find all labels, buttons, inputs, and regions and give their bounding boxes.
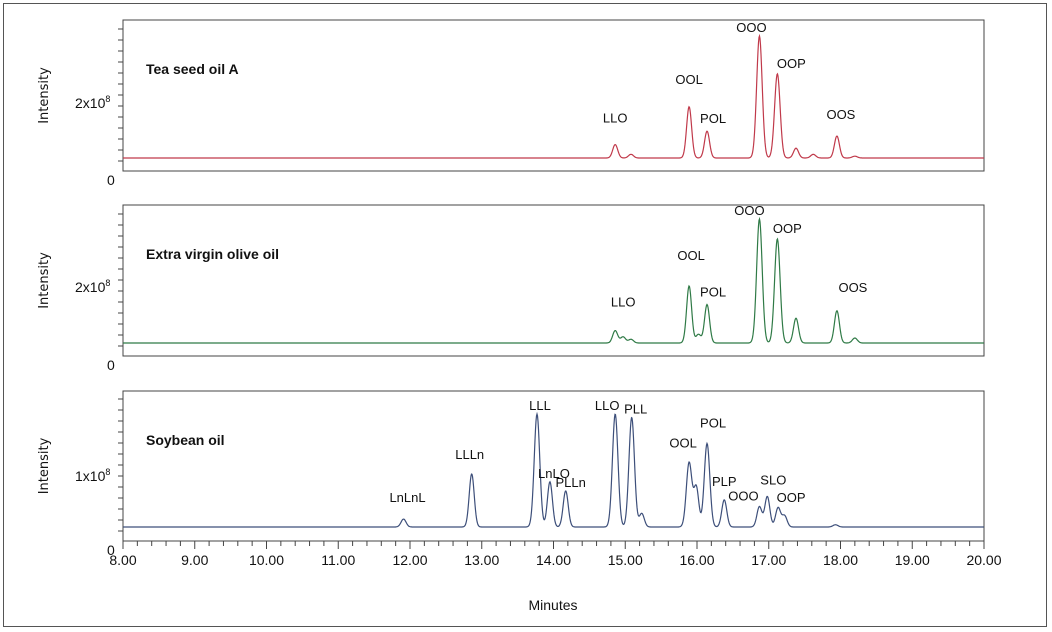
peak-label: OOP: [777, 56, 806, 71]
peak-label: PLP: [712, 474, 737, 489]
peak-label: OOL: [677, 248, 704, 263]
peak-label: OOP: [773, 221, 802, 236]
y-axis-label: Intensity: [37, 67, 52, 124]
peak-label: OOP: [777, 490, 806, 505]
tea-seed-oil-panel: Intensity 0 2x108 Tea seed oil A LLO OOL POL OO…: [37, 19, 985, 188]
x-tick-label: 12.00: [392, 552, 427, 568]
chromatogram-trace: [123, 216, 984, 344]
peak-label: OOO: [728, 489, 758, 504]
y-tick-label-zero: 0: [107, 357, 115, 373]
peak-label: OOL: [675, 72, 702, 87]
x-axis-label: Minutes: [528, 597, 577, 613]
peak-label: LLO: [611, 295, 636, 310]
y-tick-label-max: 2x108: [75, 278, 110, 295]
x-tick-label: 11.00: [321, 552, 355, 568]
peak-label: POL: [700, 111, 726, 126]
peak-label: LLO: [595, 398, 620, 413]
peak-label: OOS: [838, 280, 867, 295]
peak-label: OOO: [736, 20, 766, 35]
peak-label: LLL: [529, 398, 551, 413]
peak-label: LnLO: [538, 466, 570, 481]
panel-title: Tea seed oil A: [146, 61, 239, 77]
peak-label: OOO: [734, 203, 764, 218]
y-tick-label-max: 1x108: [75, 467, 110, 484]
peak-label: LLLn: [455, 447, 484, 462]
chromatogram-trace: [123, 33, 984, 159]
peak-label: OOS: [826, 107, 855, 122]
peak-label: LLO: [603, 111, 628, 126]
y-axis-label: Intensity: [37, 252, 52, 309]
panel-title: Extra virgin olive oil: [146, 246, 279, 262]
x-tick-label: 9.00: [181, 552, 208, 568]
peak-label: POL: [700, 285, 726, 300]
plot-area: [122, 19, 985, 172]
olive-oil-panel: Intensity 0 2x108 Extra virgin olive oil LLO…: [37, 203, 985, 373]
x-axis: 8.00 9.00 10.00 11.00 12.00 13.00 14.00 15.00 16…: [109, 541, 1002, 613]
panel-title: Soybean oil: [146, 432, 225, 448]
x-tick-label: 19.00: [895, 552, 930, 568]
x-tick-label: 10.00: [249, 552, 284, 568]
x-tick-label: 20.00: [966, 552, 1001, 568]
peak-label: POL: [700, 415, 726, 430]
peak-label: OOL: [669, 436, 696, 451]
y-tick-label-zero: 0: [107, 542, 115, 558]
x-tick-label: 13.00: [464, 552, 499, 568]
y-tick-label-max: 2x108: [75, 94, 110, 111]
x-tick-label: 16.00: [679, 552, 714, 568]
y-axis-label: Intensity: [37, 437, 52, 494]
peak-label: PLL: [624, 401, 647, 416]
y-tick-label-zero: 0: [107, 172, 115, 188]
soybean-oil-panel: Intensity 0 1x108 Soybean oil LnLnL LLLn LLL Ln…: [37, 390, 1002, 613]
x-tick-label: 15.00: [608, 552, 643, 568]
peak-label: PLLn: [556, 475, 586, 490]
x-tick-label: 18.00: [823, 552, 858, 568]
x-tick-label: 8.00: [109, 552, 136, 568]
x-tick-label: 17.00: [751, 552, 786, 568]
x-tick-label: 14.00: [536, 552, 571, 568]
chromatogram-trace: [123, 411, 984, 528]
peak-label: SLO: [760, 472, 786, 487]
figure-frame: [3, 3, 1047, 627]
peak-label: LnLnL: [389, 490, 425, 505]
